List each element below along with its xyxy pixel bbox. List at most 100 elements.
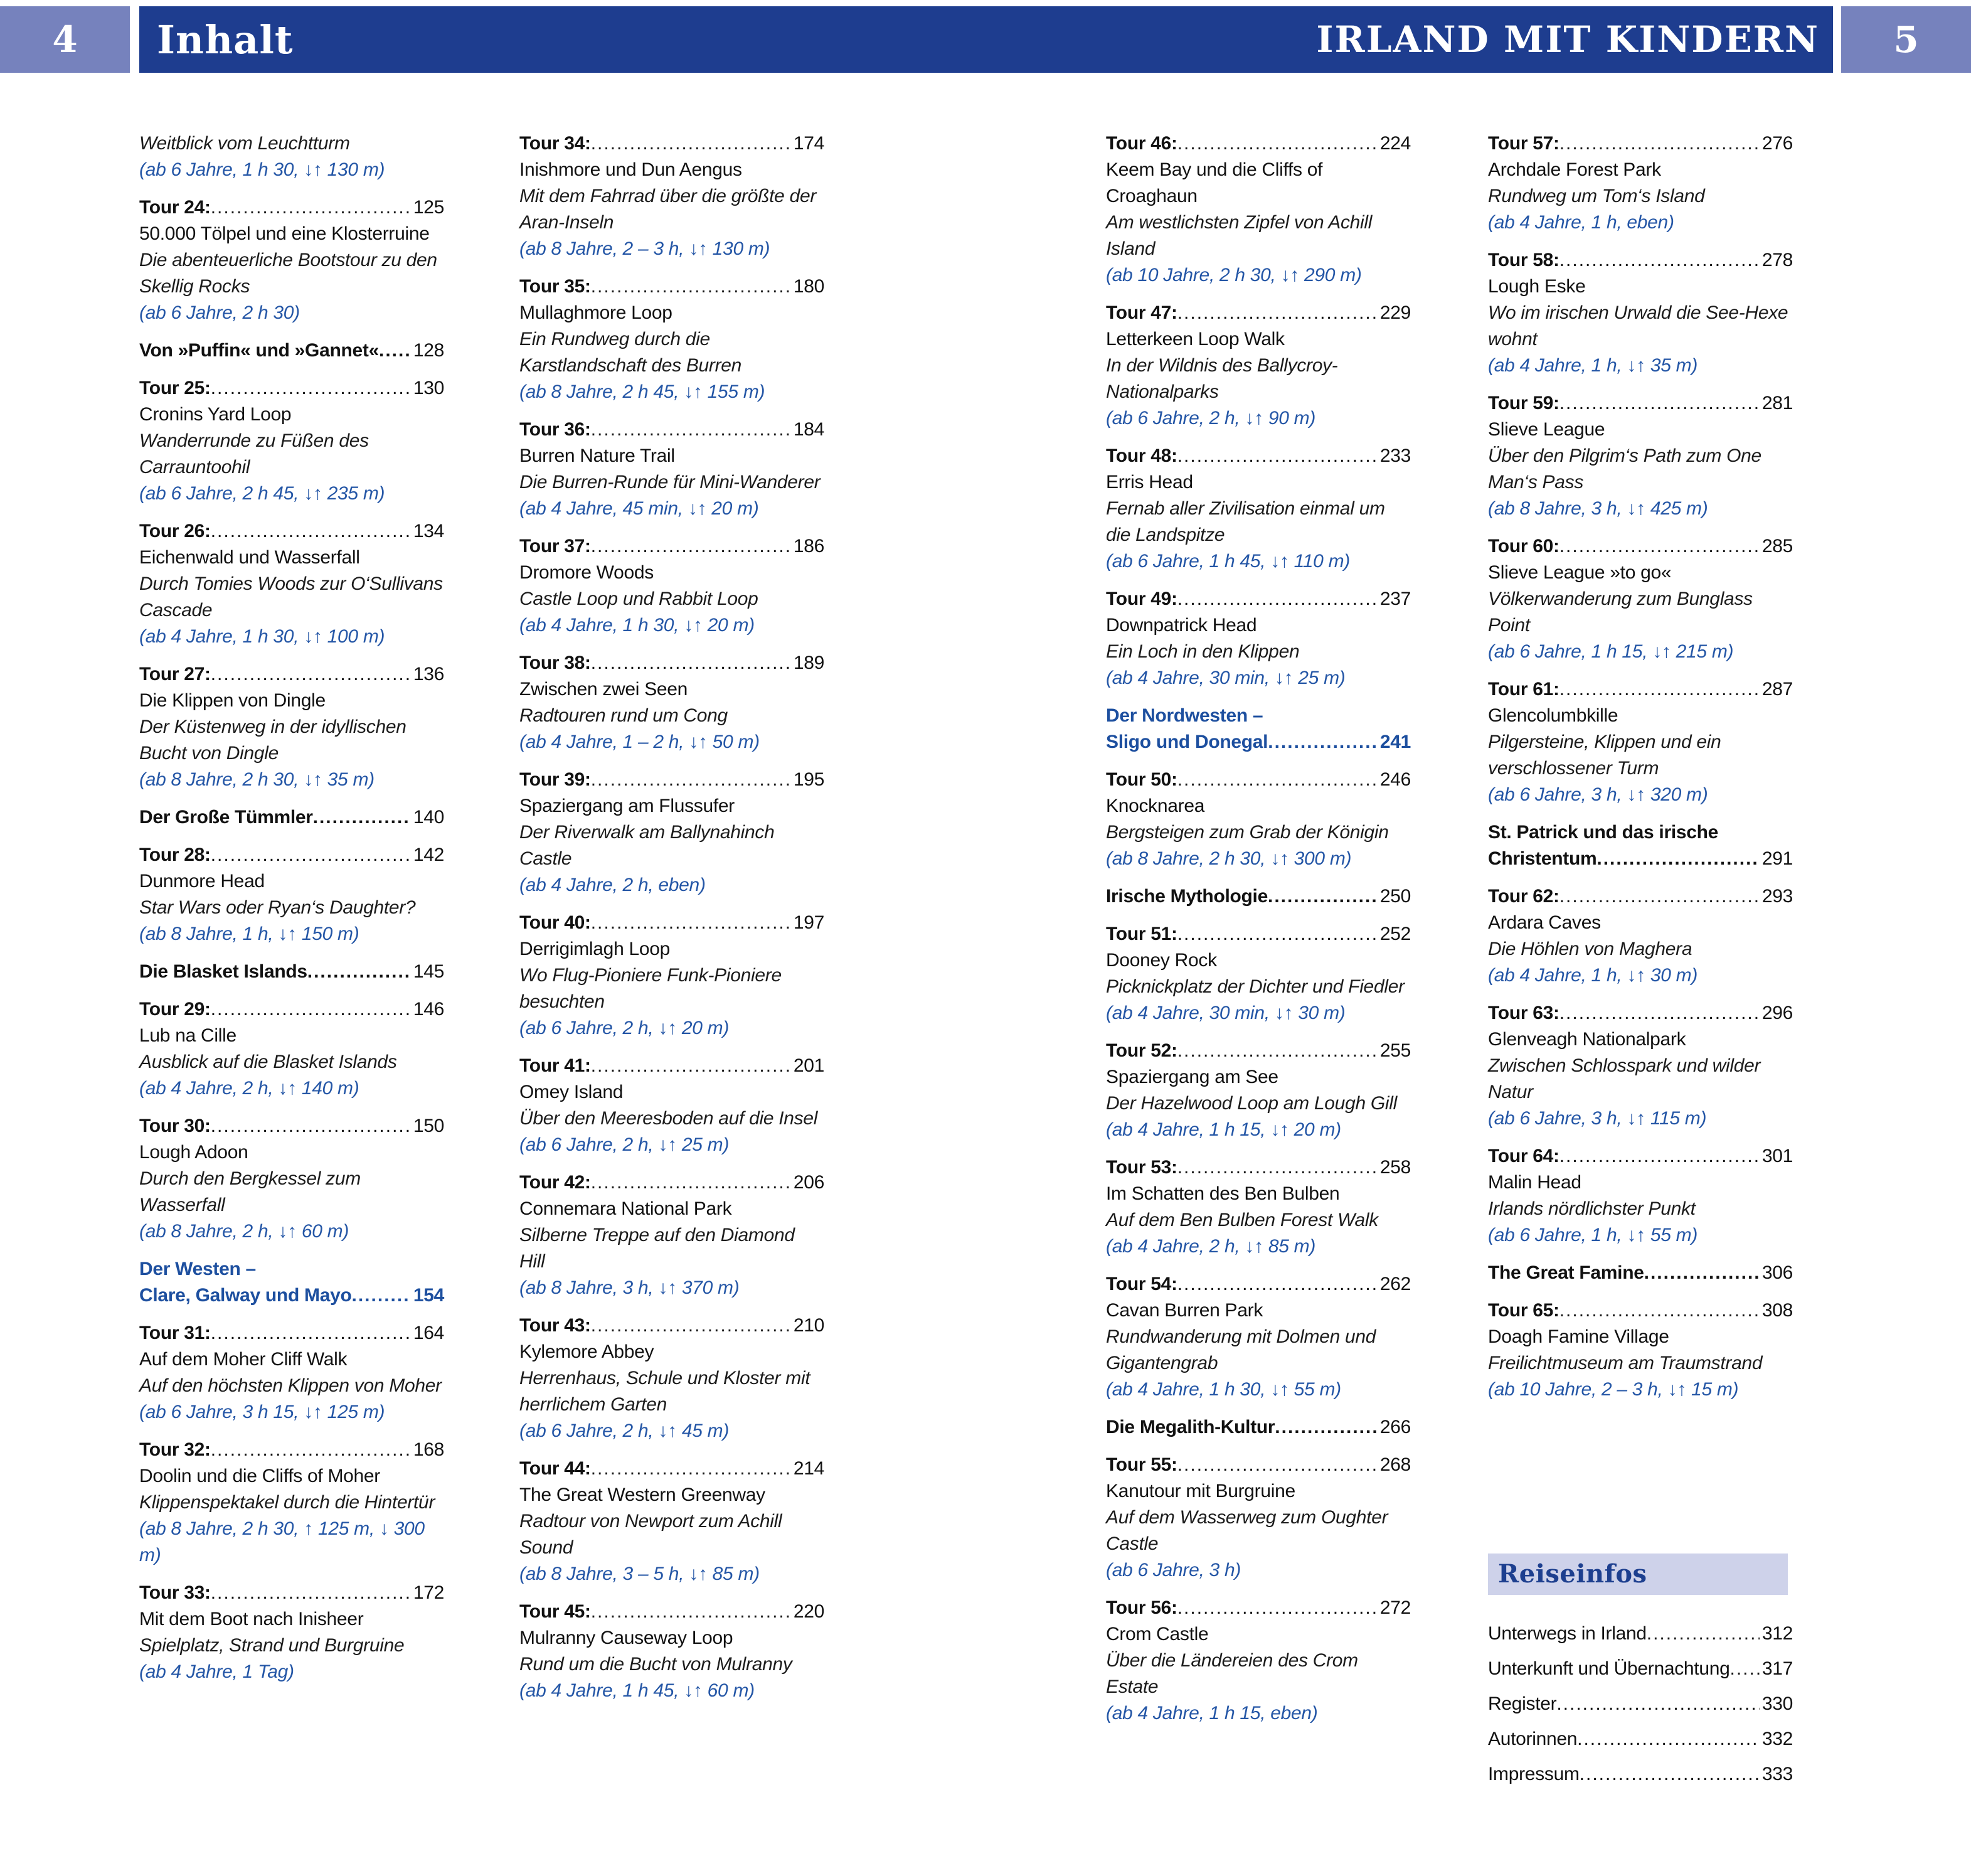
tour-label: Tour 38: bbox=[519, 653, 591, 673]
toc-leader-row: Tour 65: 308 bbox=[1488, 1298, 1793, 1324]
page-number: 233 bbox=[1379, 445, 1411, 466]
tour-info: (ab 4 Jahre, 45 min, ↓↑ 20 m) bbox=[519, 498, 759, 519]
tour-title: The Great Western Greenway bbox=[519, 1484, 765, 1505]
tour-subtitle: Radtouren rund um Cong bbox=[519, 705, 728, 726]
reiseinfos-item-label: Register bbox=[1488, 1693, 1557, 1714]
dotted-leader bbox=[211, 996, 411, 1023]
tour-title: Lough Adoon bbox=[139, 1142, 248, 1163]
tour-subtitle: Über den Pilgrim‘s Path zum One Man‘s Pa… bbox=[1488, 445, 1761, 493]
tour-label: Tour 57: bbox=[1488, 133, 1559, 154]
tour-title: Doolin und die Cliffs of Moher bbox=[139, 1466, 380, 1486]
toc-leader-row: Tour 55: 268 bbox=[1106, 1452, 1411, 1478]
toc-entry-tour: Tour 36: 184 Burren Nature Trail Die Burren… bbox=[519, 417, 824, 522]
toc-entry-heading: The Great Famine 306 bbox=[1488, 1260, 1793, 1286]
toc-leader-row: Tour 58: 278 bbox=[1488, 247, 1793, 274]
tour-label: Tour 50: bbox=[1106, 769, 1177, 790]
toc-entry-tour: Tour 24: 125 50.000 Tölpel und eine Kloste… bbox=[139, 195, 444, 326]
page-number: 168 bbox=[413, 1439, 444, 1460]
tour-subtitle: Wo im irischen Urwald die See-Hexe wohnt bbox=[1488, 302, 1788, 349]
tour-label: Tour 43: bbox=[519, 1315, 591, 1336]
tour-label: Tour 34: bbox=[519, 133, 591, 154]
tour-info: (ab 6 Jahre, 3 h, ↓↑ 115 m) bbox=[1488, 1108, 1707, 1129]
tour-label: Tour 36: bbox=[519, 419, 591, 440]
page-number: 252 bbox=[1379, 924, 1411, 944]
toc-entry-tour: Tour 63: 296 Glenveagh Nationalpark Zwische… bbox=[1488, 1000, 1793, 1132]
tour-info: (ab 8 Jahre, 2 h 30, ↓↑ 300 m) bbox=[1106, 848, 1352, 869]
toc-leader-row: Tour 41: 201 bbox=[519, 1053, 824, 1079]
tour-title: Burren Nature Trail bbox=[519, 445, 675, 466]
toc-entry-tour: Tour 50: 246 Knocknarea Bergsteigen zum Gra… bbox=[1106, 767, 1411, 872]
toc-entry-tour: Tour 29: 146 Lub na Cille Ausblick auf die … bbox=[139, 996, 444, 1102]
tour-info: (ab 6 Jahre, 2 h, ↓↑ 20 m) bbox=[519, 1018, 730, 1038]
dotted-leader bbox=[379, 338, 411, 364]
dotted-leader bbox=[211, 1580, 411, 1606]
tour-subtitle: Rund um die Bucht von Mulranny bbox=[519, 1654, 792, 1675]
reiseinfos-item-label: Unterwegs in Irland bbox=[1488, 1623, 1647, 1644]
dotted-leader bbox=[591, 131, 791, 157]
tour-label: Tour 58: bbox=[1488, 250, 1559, 270]
page-number: 224 bbox=[1379, 133, 1411, 154]
page-number: 266 bbox=[1379, 1417, 1411, 1437]
tour-title: Mulranny Causeway Loop bbox=[519, 1628, 733, 1648]
dotted-leader bbox=[211, 842, 411, 868]
tour-label: Tour 25: bbox=[139, 378, 211, 398]
tour-info: (ab 8 Jahre, 2 h 30, ↑ 125 m, ↓ 300 m) bbox=[139, 1518, 425, 1565]
tour-info: (ab 4 Jahre, 1 h, ↓↑ 35 m) bbox=[1488, 355, 1698, 376]
tour-label: Tour 51: bbox=[1106, 924, 1177, 944]
page-number: 128 bbox=[413, 340, 444, 361]
dotted-leader bbox=[591, 1599, 791, 1625]
dotted-leader bbox=[591, 1456, 791, 1482]
dotted-leader bbox=[1177, 1038, 1378, 1064]
dotted-leader bbox=[591, 1313, 791, 1339]
dotted-leader bbox=[1644, 1260, 1760, 1286]
toc-entry-tour: Tour 30: 150 Lough Adoon Durch den Bergkess… bbox=[139, 1113, 444, 1245]
tour-subtitle: Am westlichsten Zipfel von Achill Island bbox=[1106, 212, 1373, 259]
dotted-leader bbox=[307, 959, 411, 985]
tour-subtitle: Wo Flug-Pioniere Funk-Pioniere besuchten bbox=[519, 965, 782, 1012]
toc-leader-row: Register 330 bbox=[1488, 1690, 1793, 1718]
toc-entry-tour: Tour 42: 206 Connemara National Park Silber… bbox=[519, 1170, 824, 1301]
tour-subtitle: Ein Loch in den Klippen bbox=[1106, 641, 1300, 662]
toc-entry-tour: Tour 32: 168 Doolin und die Cliffs of Mohe… bbox=[139, 1437, 444, 1569]
toc-entry-tour: Tour 45: 220 Mulranny Causeway Loop Rund um… bbox=[519, 1599, 824, 1704]
tour-subtitle: Die abenteuerliche Bootstour zu den Skel… bbox=[139, 250, 437, 297]
dotted-leader bbox=[1559, 131, 1760, 157]
tour-subtitle: Rundweg um Tom‘s Island bbox=[1488, 186, 1705, 206]
page-number: 281 bbox=[1761, 393, 1793, 413]
toc-leader-row: Tour 43: 210 bbox=[519, 1313, 824, 1339]
toc-entry-tour: Tour 33: 172 Mit dem Boot nach Inisheer Spi… bbox=[139, 1580, 444, 1685]
page-number: 220 bbox=[793, 1601, 824, 1622]
tour-title: Auf dem Moher Cliff Walk bbox=[139, 1349, 348, 1370]
tour-subtitle: Die Höhlen von Maghera bbox=[1488, 939, 1692, 959]
dotted-leader bbox=[1730, 1655, 1760, 1683]
tour-subtitle: Durch den Bergkessel zum Wasserfall bbox=[139, 1168, 361, 1215]
tour-label: Tour 59: bbox=[1488, 393, 1559, 413]
tour-label: Tour 61: bbox=[1488, 679, 1559, 700]
tour-info: (ab 8 Jahre, 3 – 5 h, ↓↑ 85 m) bbox=[519, 1564, 760, 1584]
page-number: 287 bbox=[1761, 679, 1793, 700]
page-number: 317 bbox=[1761, 1658, 1793, 1679]
toc-leader-row: Tour 47: 229 bbox=[1106, 300, 1411, 326]
tour-label: Tour 41: bbox=[519, 1055, 591, 1076]
tour-subtitle: Auf dem Ben Bulben Forest Walk bbox=[1106, 1210, 1378, 1230]
tour-info: (ab 8 Jahre, 3 h, ↓↑ 370 m) bbox=[519, 1277, 740, 1298]
tour-label: Tour 56: bbox=[1106, 1597, 1177, 1618]
tour-info: (ab 6 Jahre, 2 h, ↓↑ 25 m) bbox=[519, 1134, 730, 1155]
page-number: 268 bbox=[1379, 1454, 1411, 1475]
dotted-leader bbox=[1559, 247, 1760, 274]
toc-entry-tour: Tour 61: 287 Glencolumbkille Pilgersteine, … bbox=[1488, 676, 1793, 808]
dotted-leader bbox=[1559, 1000, 1760, 1026]
reiseinfos-list: Unterwegs in Irland 312 Unterkunft und Übe… bbox=[1488, 1620, 1793, 1788]
section-heading-line: Clare, Galway und Mayo bbox=[139, 1285, 352, 1306]
page-number: 285 bbox=[1761, 536, 1793, 557]
toc-leader-row: Tour 51: 252 bbox=[1106, 921, 1411, 947]
tour-info: (ab 4 Jahre, 30 min, ↓↑ 30 m) bbox=[1106, 1003, 1346, 1023]
tour-subtitle: Wanderrunde zu Füßen des Carrauntoohil bbox=[139, 430, 369, 477]
page-number: 214 bbox=[793, 1458, 824, 1479]
toc-leader-row: Tour 53: 258 bbox=[1106, 1154, 1411, 1181]
tour-label: Tour 60: bbox=[1488, 536, 1559, 557]
tour-title: Dooney Rock bbox=[1106, 950, 1217, 971]
toc-entry-tour: Tour 28: 142 Dunmore Head Star Wars oder Ry… bbox=[139, 842, 444, 947]
tour-title: Inishmore und Dun Aengus bbox=[519, 159, 742, 180]
tour-info: (ab 4 Jahre, 1 h 30, ↓↑ 20 m) bbox=[519, 615, 755, 636]
